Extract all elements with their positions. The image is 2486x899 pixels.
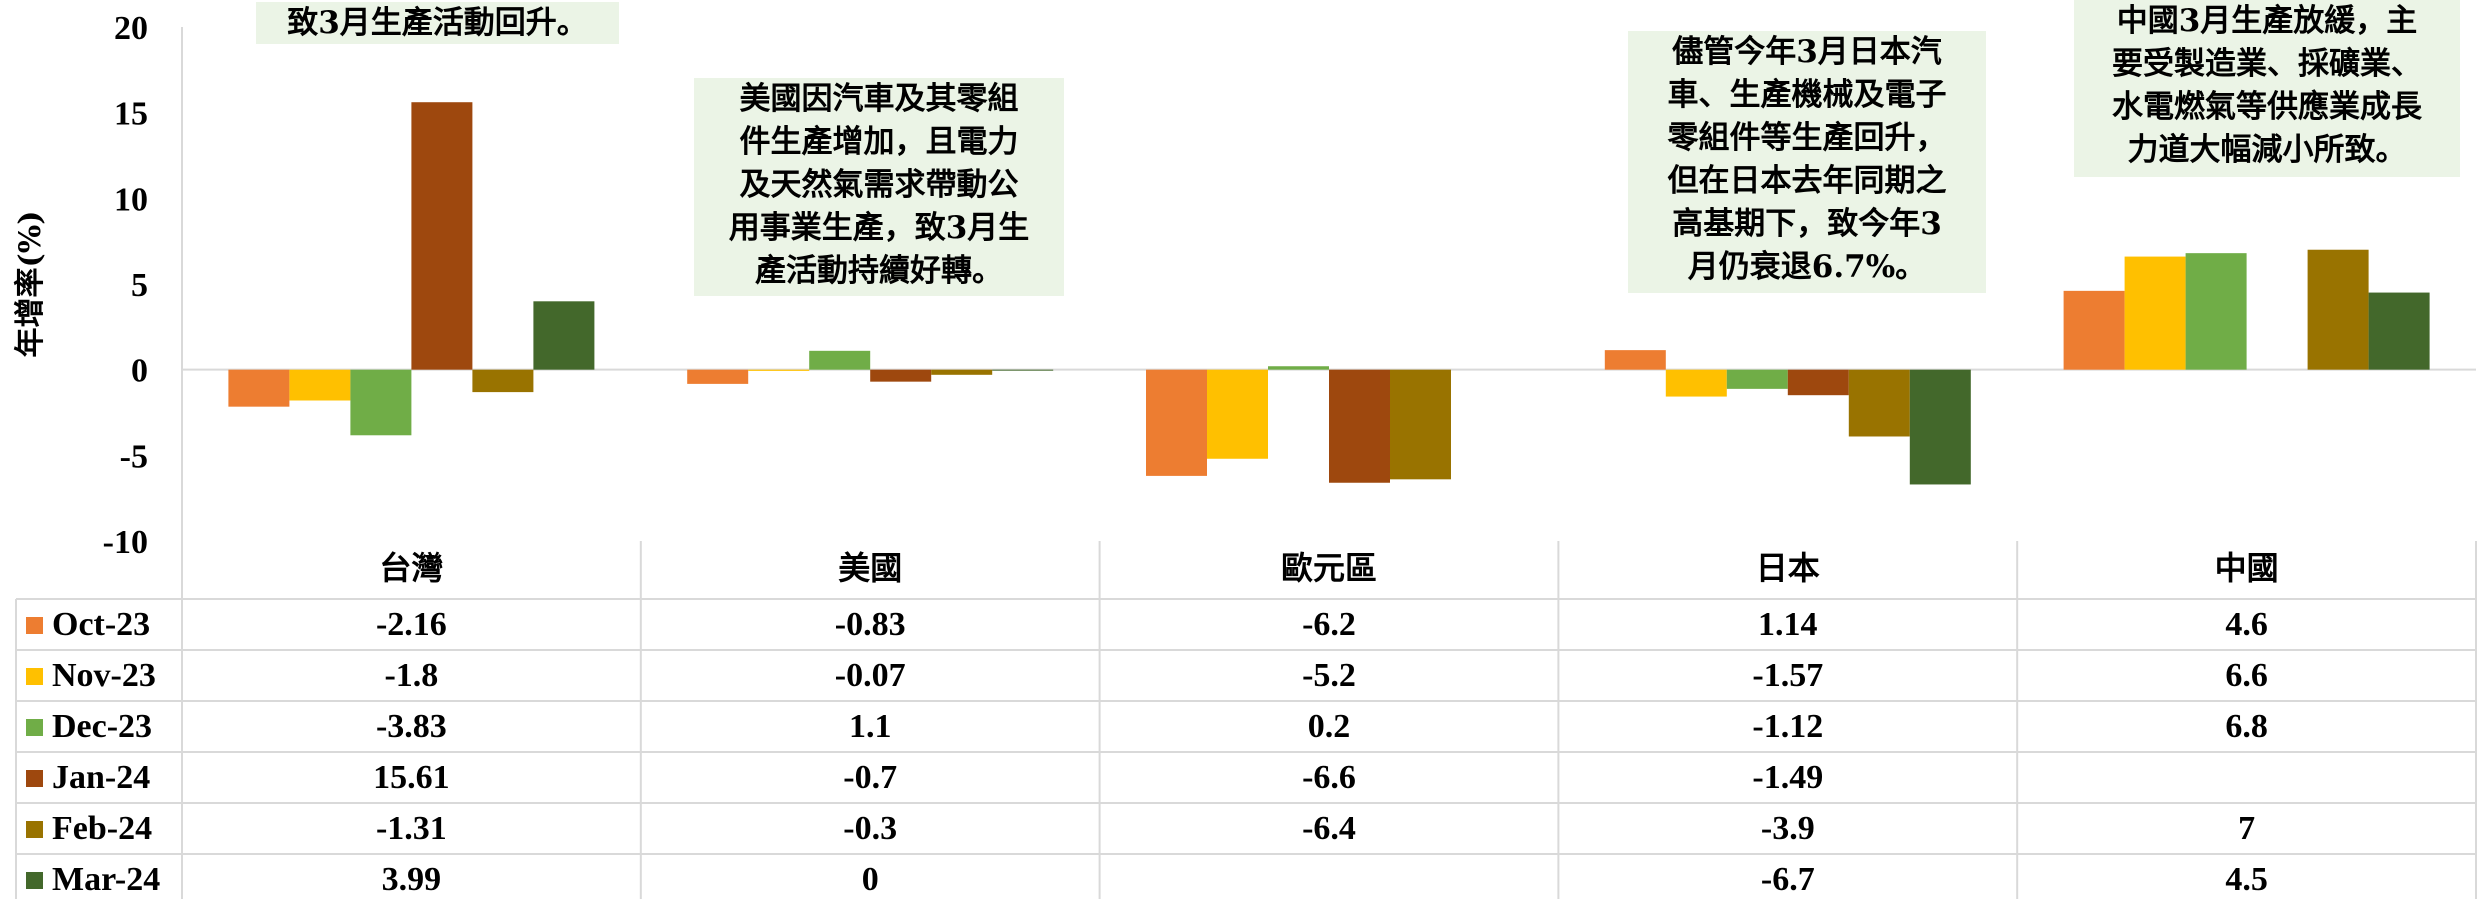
- annotation-taiwan: 致3月生產活動回升。: [256, 2, 619, 44]
- table-cell: -6.2: [1302, 606, 1356, 643]
- legend-key-Oct-23: [26, 617, 43, 634]
- bar-Dec-23-歐元區: [1268, 366, 1329, 370]
- table-cell: -6.4: [1302, 810, 1356, 847]
- table-cell: 4.6: [2225, 606, 2268, 643]
- table-cell: 7: [2238, 810, 2255, 847]
- table-cell: 1.14: [1758, 606, 1818, 643]
- bar-Dec-23-台灣: [350, 369, 412, 436]
- bar-Feb-24-中國: [2307, 249, 2369, 370]
- table-cell: -1.31: [376, 810, 447, 847]
- bar-Feb-24-歐元區: [1390, 369, 1451, 480]
- y-axis-title: 年增率(%): [13, 211, 48, 358]
- legend-key-Feb-24: [26, 821, 43, 838]
- table-cell: -6.7: [1761, 861, 1815, 898]
- bar-Oct-23-日本: [1604, 350, 1666, 370]
- y-tick-label: 20: [114, 10, 148, 47]
- y-tick-label: -5: [120, 438, 148, 475]
- bar-Feb-24-台灣: [472, 369, 534, 393]
- annotation-us: 美國因汽車及其零組 件生產增加，且電力 及天然氣需求帶動公 用事業生產，致3月生…: [694, 78, 1064, 296]
- bar-Mar-24-美國: [992, 369, 1054, 371]
- category-label: 台灣: [379, 549, 443, 587]
- y-tick-label: -10: [103, 524, 148, 561]
- annotation-japan: 儘管今年3月日本汽 車、生產機械及電子 零組件等生產回升， 但在日本去年同期之 …: [1628, 31, 1986, 293]
- bar-Mar-24-中國: [2368, 292, 2430, 370]
- series-label: Feb-24: [52, 810, 152, 847]
- legend-key-Mar-24: [26, 872, 43, 889]
- bar-Jan-24-歐元區: [1329, 369, 1390, 483]
- annotation-china: 中國3月生產放緩，主 要受製造業、採礦業、 水電燃氣等供應業成長 力道大幅減小所…: [2074, 0, 2460, 177]
- bar-marks: [228, 102, 2430, 485]
- bar-Nov-23-中國: [2124, 256, 2186, 370]
- bar-Feb-24-日本: [1848, 369, 1910, 437]
- series-label: Mar-24: [52, 861, 160, 898]
- bar-Dec-23-中國: [2185, 253, 2247, 370]
- y-tick-label: 5: [131, 267, 148, 304]
- table-cell: -2.16: [376, 606, 447, 643]
- series-label: Jan-24: [52, 759, 150, 796]
- bar-Feb-24-美國: [931, 369, 993, 375]
- table-cell: 0.2: [1308, 708, 1351, 745]
- category-label: 日本: [1756, 549, 1820, 587]
- table-cell: -0.83: [835, 606, 906, 643]
- table-cell: 3.99: [382, 861, 442, 898]
- table-cell: 4.5: [2225, 861, 2268, 898]
- table-cell: -1.57: [1752, 657, 1823, 694]
- bar-Oct-23-中國: [2063, 290, 2125, 370]
- bar-Nov-23-美國: [748, 369, 810, 371]
- table-cell: 15.61: [373, 759, 450, 796]
- category-label: 中國: [2215, 549, 2279, 587]
- y-tick-label: 15: [114, 96, 148, 133]
- data-table: 台灣 美國 歐元區 日本 中國 Oct-23 -2.16 -0.83 -6.2 1.14 4.6 No…: [15, 541, 2477, 899]
- bar-Nov-23-日本: [1665, 369, 1727, 397]
- table-cell: 0: [862, 861, 879, 898]
- series-label: Oct-23: [52, 606, 150, 643]
- table-cell: -0.07: [835, 657, 906, 694]
- legend-key-Jan-24: [26, 770, 43, 787]
- bar-Oct-23-台灣: [228, 369, 290, 407]
- y-tick-label: 10: [114, 181, 148, 218]
- bar-Dec-23-日本: [1726, 369, 1788, 389]
- bar-Oct-23-歐元區: [1146, 369, 1207, 476]
- category-label: 美國: [838, 549, 902, 587]
- bar-Jan-24-日本: [1787, 369, 1849, 396]
- table-cell: 1.1: [849, 708, 892, 745]
- bar-Nov-23-歐元區: [1207, 369, 1268, 459]
- table-cell: 6.8: [2225, 708, 2268, 745]
- bar-Jan-24-台灣: [411, 102, 473, 370]
- y-tick-label: 0: [131, 353, 148, 390]
- table-cell: 6.6: [2225, 657, 2268, 694]
- legend-key-Nov-23: [26, 668, 43, 685]
- bar-Mar-24-台灣: [533, 301, 595, 370]
- bar-Nov-23-台灣: [289, 369, 351, 401]
- table-cell: -3.9: [1761, 810, 1815, 847]
- table-cell: -6.6: [1302, 759, 1356, 796]
- table-cell: -1.8: [384, 657, 438, 694]
- legend-key-Dec-23: [26, 719, 43, 736]
- bar-Dec-23-美國: [809, 350, 871, 370]
- table-cell: -5.2: [1302, 657, 1356, 694]
- table-cell: -1.12: [1752, 708, 1823, 745]
- table-cell: -1.49: [1752, 759, 1823, 796]
- table-cell: -3.83: [376, 708, 447, 745]
- table-cell: -0.3: [843, 810, 897, 847]
- bar-Oct-23-美國: [687, 369, 749, 384]
- table-cell: -0.7: [843, 759, 897, 796]
- bar-Jan-24-美國: [870, 369, 932, 382]
- series-label: Nov-23: [52, 657, 156, 694]
- bar-Mar-24-日本: [1909, 369, 1971, 485]
- series-label: Dec-23: [52, 708, 152, 745]
- category-label: 歐元區: [1281, 549, 1377, 587]
